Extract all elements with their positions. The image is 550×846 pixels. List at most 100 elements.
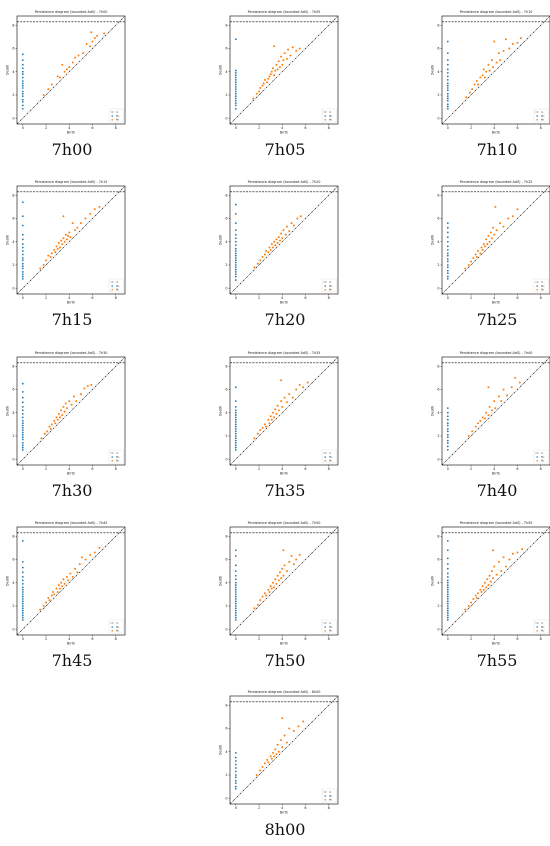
- h0-point: [21, 92, 24, 95]
- h1-point: [96, 34, 99, 37]
- h0-point: [21, 600, 24, 603]
- h0-point: [234, 264, 237, 266]
- h1-point: [516, 41, 519, 44]
- x-tick-label: 2: [258, 806, 260, 810]
- h1-point: [274, 408, 277, 411]
- persistence-diagram-chart: Persistence diagram (bounded AdS) - 7h55…: [431, 521, 550, 646]
- panel-caption: 7h15: [51, 310, 93, 329]
- persistence-panel: Persistence diagram (bounded AdS) - 7h15…: [5, 176, 139, 336]
- h1-point: [488, 405, 491, 408]
- h1-point: [267, 761, 270, 764]
- h1-point: [61, 585, 64, 588]
- x-axis-label: Birth: [280, 131, 288, 135]
- y-tick-label: 8: [437, 193, 439, 197]
- h1-point: [271, 67, 274, 70]
- h0-point: [21, 53, 24, 56]
- legend-h0-swatch: [111, 285, 113, 287]
- h1-point: [475, 255, 478, 258]
- x-axis-label: Birth: [280, 642, 288, 646]
- h1-point: [499, 222, 502, 225]
- h1-point: [475, 596, 478, 599]
- h1-point: [69, 572, 72, 575]
- h1-point: [90, 383, 93, 386]
- h1-point: [271, 411, 274, 414]
- chart-title: Persistence diagram (bounded AdS) - 7h40: [460, 351, 533, 355]
- h0-point: [21, 566, 24, 569]
- panel-caption: 7h00: [51, 140, 93, 159]
- x-tick-label: 8: [115, 637, 117, 641]
- h1-point: [268, 75, 271, 78]
- h1-point: [75, 400, 78, 403]
- h1-point: [274, 244, 277, 247]
- h0-point: [446, 586, 449, 589]
- legend-label: ∞: [541, 621, 543, 625]
- persistence-diagram-chart: Persistence diagram (bounded AdS) - 7h35…: [219, 351, 339, 476]
- h1-point: [69, 236, 72, 239]
- h0-point: [446, 97, 449, 100]
- h1-point: [508, 558, 511, 561]
- h0-point: [21, 446, 24, 449]
- h1-point: [64, 233, 67, 236]
- persistence-panel: Persistence diagram (bounded AdS) - 7h50…: [218, 517, 352, 677]
- y-axis-label: Death: [6, 65, 10, 75]
- h0-point: [21, 59, 24, 62]
- h0-point: [21, 278, 24, 280]
- x-tick-label: 4: [281, 296, 283, 300]
- h0-point: [234, 584, 237, 586]
- plot-frame: [229, 356, 339, 466]
- h1-point: [255, 92, 258, 95]
- persistence-diagram-chart: Persistence diagram (bounded AdS) - 7h25…: [431, 180, 550, 305]
- y-tick-label: 8: [225, 364, 227, 368]
- h0-point: [21, 416, 24, 419]
- y-tick-label: 4: [437, 581, 439, 585]
- h1-point: [261, 426, 264, 429]
- h0-point: [446, 105, 449, 108]
- h0-point: [21, 273, 24, 276]
- h1-point: [256, 432, 259, 435]
- h0-point: [234, 273, 237, 276]
- h0-point: [234, 411, 237, 414]
- h1-point: [288, 230, 291, 233]
- h0-point: [446, 424, 449, 427]
- h0-point: [446, 563, 449, 566]
- h0-point: [234, 591, 237, 593]
- h0-point: [21, 259, 24, 262]
- h1-point: [298, 553, 301, 556]
- y-tick-label: 8: [12, 193, 14, 197]
- h1-point: [470, 260, 473, 263]
- h1-point: [292, 563, 295, 566]
- persistence-panel: Persistence diagram (bounded AdS) - 7h30…: [5, 347, 139, 507]
- h0-point: [234, 607, 237, 610]
- h0-point: [234, 409, 237, 412]
- h1-point: [280, 577, 283, 580]
- x-axis-label: Birth: [492, 472, 500, 476]
- h0-point: [446, 449, 449, 451]
- legend-h1-swatch: [324, 119, 326, 121]
- h0-point: [234, 74, 237, 77]
- h0-point: [21, 422, 24, 425]
- h0-point: [234, 83, 237, 86]
- h1-point: [281, 567, 284, 570]
- h0-point: [234, 237, 237, 240]
- h1-point: [60, 239, 63, 242]
- h1-point: [60, 409, 63, 412]
- h0-point: [446, 52, 449, 55]
- legend-label: H₁: [541, 459, 544, 463]
- h0-point: [21, 70, 24, 73]
- h0-point: [21, 607, 24, 610]
- h1-point: [274, 69, 277, 72]
- h0-point: [21, 588, 24, 591]
- h1-point: [298, 47, 301, 50]
- h0-point: [446, 619, 449, 621]
- h1-point: [89, 212, 92, 215]
- h0-point: [446, 411, 449, 414]
- h0-point: [21, 101, 24, 103]
- h1-point: [504, 565, 507, 568]
- h0-point: [234, 271, 237, 273]
- h0-point: [446, 84, 449, 87]
- h1-point: [283, 734, 286, 737]
- h1-point: [53, 248, 56, 251]
- x-axis-label: Birth: [492, 301, 500, 305]
- h1-point: [49, 428, 52, 430]
- h0-point: [234, 406, 237, 408]
